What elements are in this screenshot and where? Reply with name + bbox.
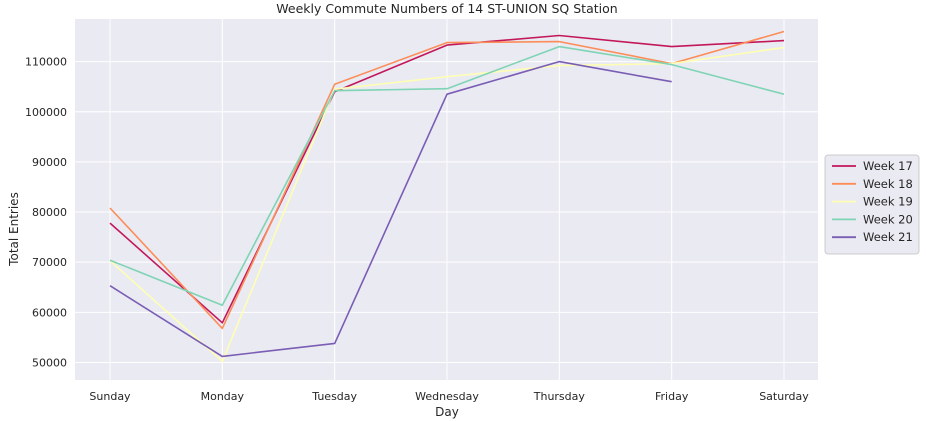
x-tick-labels: Sunday Monday Tuesday Wednesday Thursday Frid…	[89, 390, 809, 403]
legend-entry: Week 17	[863, 159, 913, 173]
series-line-1	[109, 34, 785, 324]
x-tick-label: Thursday	[533, 390, 586, 403]
y-axis-label: Total Entries	[7, 192, 21, 267]
gridlines	[75, 19, 818, 380]
legend-entry: Week 20	[863, 212, 913, 226]
chart-title: Weekly Commute Numbers of 14 ST-UNION SQ…	[276, 1, 617, 16]
y-tick-label: 80000	[32, 206, 67, 219]
x-tick-label: Tuesday	[311, 390, 357, 403]
y-tick-label: 60000	[32, 306, 67, 319]
legend-box	[824, 154, 920, 255]
y-tick-label: 110000	[25, 56, 67, 69]
x-tick-label: Saturday	[759, 390, 809, 403]
y-tick-label: 70000	[32, 256, 67, 269]
series-line-3	[109, 46, 785, 363]
legend-entry: Week 21	[863, 230, 913, 244]
y-tick-label: 50000	[32, 356, 67, 369]
legend-entry: Week 18	[863, 177, 913, 191]
x-tick-label: Monday	[201, 390, 245, 403]
y-tick-label: 90000	[32, 156, 67, 169]
y-tick-labels: 50000 60000 70000 80000 90000 100000 110000	[25, 56, 67, 370]
x-axis-label: Day	[435, 405, 459, 419]
x-tick-label: Wednesday	[415, 390, 479, 403]
series-line-5	[109, 60, 672, 358]
x-tick-label: Sunday	[89, 390, 131, 403]
legend-entry: Week 19	[863, 195, 913, 209]
y-tick-label: 100000	[25, 106, 67, 119]
legend: Week 17 Week 18 Week 19 Week 20 Week 21	[824, 154, 920, 255]
series-line-4	[109, 45, 785, 307]
x-tick-label: Friday	[655, 390, 689, 403]
series-lines	[109, 30, 785, 363]
